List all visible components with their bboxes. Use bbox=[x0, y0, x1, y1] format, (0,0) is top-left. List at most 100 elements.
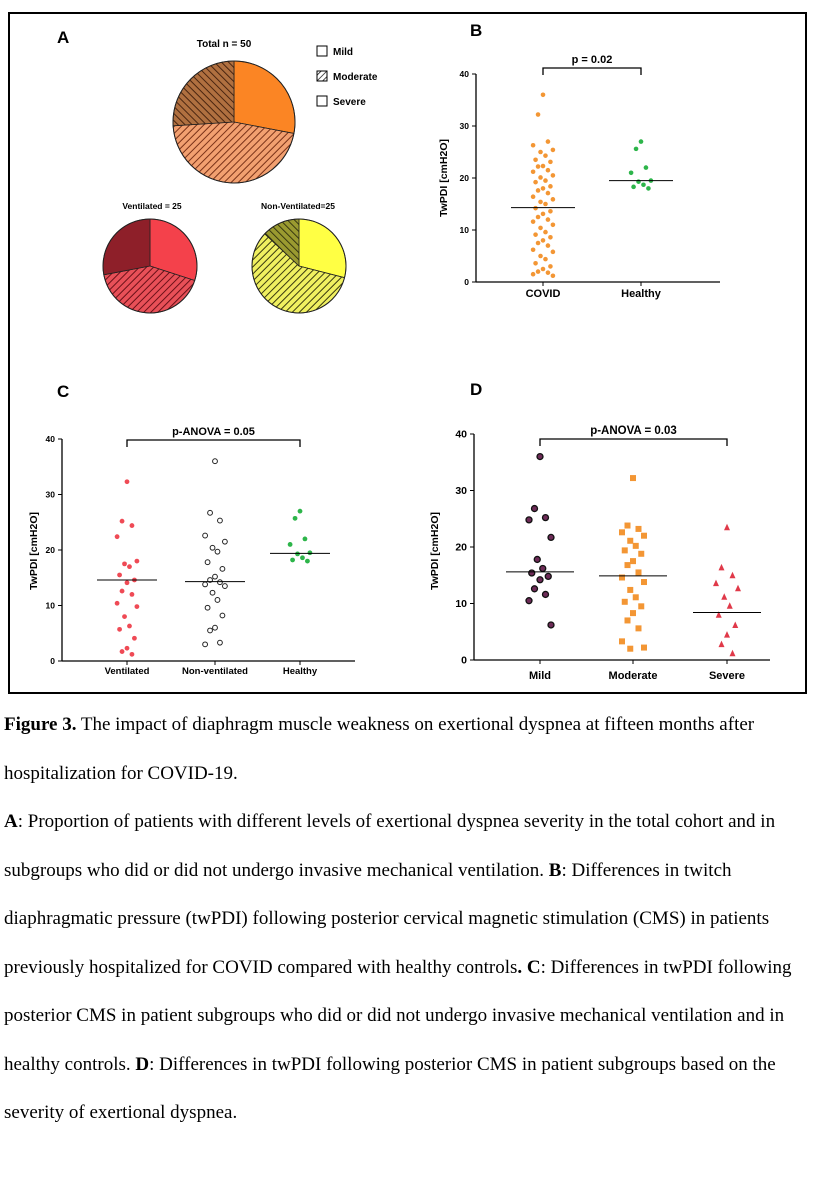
y-tick-label: 10 bbox=[46, 600, 56, 610]
data-point bbox=[548, 159, 553, 165]
data-point bbox=[632, 542, 639, 549]
scatter-panel-c: 0 10 20 30 40 TwPDI [cmH2O] Ventilated Non-vent… bbox=[28, 426, 355, 677]
data-point bbox=[124, 479, 130, 485]
data-point bbox=[295, 551, 300, 557]
data-point bbox=[127, 564, 132, 570]
data-point bbox=[550, 222, 556, 228]
x-category-label: Mild bbox=[529, 670, 551, 682]
data-point bbox=[536, 576, 544, 584]
pie-legend: Mild Moderate Severe bbox=[316, 45, 378, 108]
data-point bbox=[541, 590, 550, 599]
data-point bbox=[550, 197, 556, 202]
data-point bbox=[541, 513, 550, 522]
data-point bbox=[129, 651, 135, 657]
data-point bbox=[533, 232, 538, 237]
data-point bbox=[533, 260, 538, 266]
data-point bbox=[635, 569, 642, 576]
data-point bbox=[217, 639, 223, 646]
data-point bbox=[721, 593, 728, 600]
data-point bbox=[540, 186, 546, 191]
data-point bbox=[638, 603, 645, 610]
data-point bbox=[540, 163, 546, 169]
data-point bbox=[530, 169, 536, 175]
scatter-panel-d: 0 10 20 30 40 TwPDI [cmH2O] Mild Moderate Severe… bbox=[429, 425, 770, 682]
data-point bbox=[550, 173, 556, 178]
data-point bbox=[718, 563, 725, 571]
data-point bbox=[548, 184, 553, 189]
data-point bbox=[533, 179, 538, 185]
data-point bbox=[124, 580, 130, 586]
significance-bracket bbox=[542, 67, 642, 75]
data-point bbox=[202, 581, 209, 588]
data-point bbox=[630, 475, 636, 482]
data-point bbox=[621, 598, 628, 605]
significance-bracket bbox=[539, 438, 728, 446]
data-point bbox=[732, 621, 739, 628]
y-tick-label: 30 bbox=[460, 121, 470, 131]
y-tick-label: 0 bbox=[50, 656, 55, 666]
data-point bbox=[641, 532, 647, 539]
y-tick-label: 20 bbox=[460, 173, 470, 183]
data-point bbox=[619, 574, 625, 581]
caption-title-text: The impact of diaphragm muscle weakness … bbox=[4, 714, 755, 784]
data-point bbox=[530, 585, 539, 593]
data-point bbox=[204, 559, 211, 566]
y-tick-label: 20 bbox=[455, 542, 467, 554]
data-point bbox=[222, 583, 228, 589]
panel-d-letter: D bbox=[470, 380, 482, 399]
data-point bbox=[300, 555, 305, 561]
pie-slice-severe bbox=[172, 60, 235, 127]
data-point bbox=[619, 529, 625, 536]
caption-c-label: . C bbox=[517, 956, 541, 978]
data-point bbox=[621, 547, 628, 554]
data-point bbox=[543, 229, 548, 235]
data-point bbox=[209, 589, 216, 596]
x-category-label: Severe bbox=[709, 670, 745, 682]
data-point bbox=[525, 516, 533, 524]
panel-b-letter: B bbox=[470, 21, 482, 40]
data-point bbox=[545, 243, 551, 248]
y-axis-label: TwPDI [cmH2O] bbox=[28, 512, 40, 590]
figure-caption: Figure 3. The impact of diaphragm muscle… bbox=[4, 701, 816, 1138]
data-point bbox=[212, 458, 218, 465]
y-tick-label: 40 bbox=[460, 69, 470, 79]
data-point bbox=[545, 167, 551, 173]
data-point bbox=[619, 638, 625, 645]
y-tick-label: 10 bbox=[455, 598, 467, 610]
data-point bbox=[127, 623, 132, 629]
data-point bbox=[222, 538, 228, 545]
data-point bbox=[204, 604, 211, 611]
data-point bbox=[633, 146, 639, 152]
data-point bbox=[550, 147, 556, 153]
data-point bbox=[641, 579, 647, 586]
pie-slice-severe bbox=[102, 218, 151, 276]
caption-c-text: : Differences in twPDI following posteri… bbox=[4, 956, 792, 1075]
data-point bbox=[630, 610, 636, 617]
pie-outline bbox=[251, 218, 347, 314]
data-point bbox=[641, 182, 646, 188]
data-point bbox=[539, 564, 547, 573]
data-point bbox=[530, 194, 536, 200]
data-point bbox=[207, 509, 213, 516]
data-point bbox=[543, 256, 548, 262]
data-point bbox=[535, 188, 541, 193]
data-point bbox=[538, 199, 543, 205]
caption-a-label: A bbox=[4, 811, 18, 832]
y-tick-label: 0 bbox=[464, 277, 469, 287]
data-point bbox=[530, 271, 536, 277]
data-point bbox=[535, 214, 541, 220]
data-point bbox=[214, 597, 221, 603]
data-point bbox=[718, 640, 725, 648]
data-point bbox=[543, 153, 548, 158]
caption-d-text: : Differences in twPDI following posteri… bbox=[4, 1053, 776, 1124]
pie-ventilated-title: Ventilated = 25 bbox=[122, 201, 182, 211]
data-point bbox=[540, 211, 546, 217]
data-point bbox=[624, 562, 631, 569]
legend-swatch-moderate bbox=[316, 70, 328, 82]
y-tick-label: 40 bbox=[46, 434, 56, 444]
data-point bbox=[214, 548, 221, 555]
data-point bbox=[545, 190, 551, 196]
data-point bbox=[219, 565, 226, 572]
data-point bbox=[134, 558, 140, 564]
data-point bbox=[635, 625, 642, 632]
